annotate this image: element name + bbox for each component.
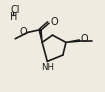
Polygon shape: [66, 40, 80, 42]
Text: H: H: [10, 12, 17, 22]
Text: O: O: [80, 34, 88, 44]
Text: NH: NH: [41, 63, 54, 72]
Text: O: O: [20, 27, 27, 37]
Text: Cl: Cl: [10, 5, 20, 15]
Text: O: O: [51, 17, 59, 27]
Polygon shape: [39, 30, 42, 42]
